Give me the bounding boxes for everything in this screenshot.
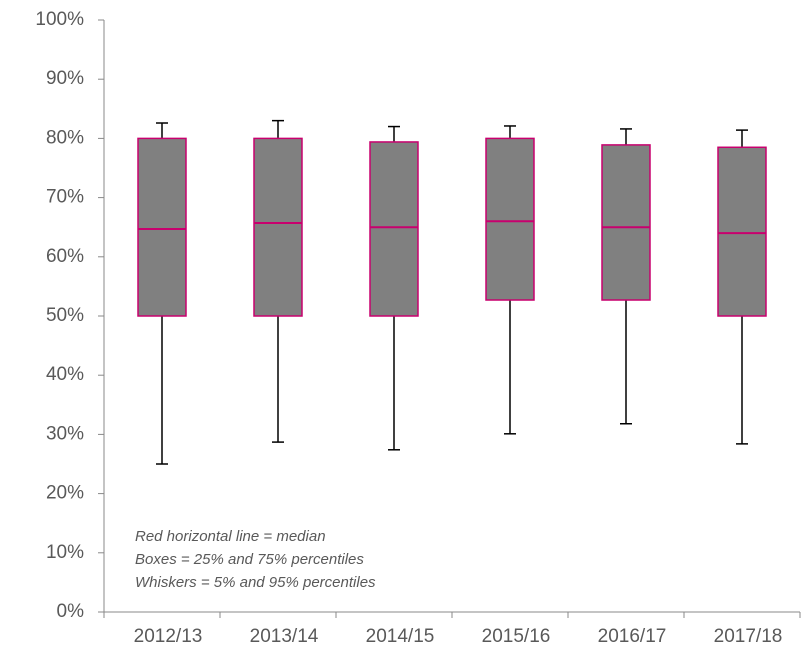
y-tick-label: 10%: [46, 542, 84, 563]
y-tick-label: 100%: [35, 9, 84, 30]
box: [717, 146, 767, 317]
box: [137, 137, 187, 317]
y-tick-label: 50%: [46, 305, 84, 326]
annotation: Boxes = 25% and 75% percentiles: [135, 551, 364, 568]
x-tick-label: 2016/17: [598, 626, 667, 647]
annotation: Red horizontal line = median: [135, 528, 326, 545]
box: [369, 141, 419, 317]
y-tick-label: 70%: [46, 187, 84, 208]
y-tick-label: 60%: [46, 246, 84, 267]
y-tick-label: 40%: [46, 364, 84, 385]
box: [601, 144, 651, 301]
x-tick-label: 2015/16: [482, 626, 551, 647]
y-tick-label: 30%: [46, 423, 84, 444]
x-tick-label: 2017/18: [714, 626, 783, 647]
x-tick-label: 2014/15: [366, 626, 435, 647]
annotation: Whiskers = 5% and 95% percentiles: [135, 574, 376, 591]
x-tick-label: 2012/13: [134, 626, 203, 647]
y-tick-label: 20%: [46, 483, 84, 504]
y-tick-label: 90%: [46, 68, 84, 89]
box: [485, 137, 535, 301]
box: [253, 137, 303, 317]
y-tick-label: 80%: [46, 127, 84, 148]
x-tick-label: 2013/14: [250, 626, 319, 647]
y-tick-label: 0%: [57, 601, 85, 622]
